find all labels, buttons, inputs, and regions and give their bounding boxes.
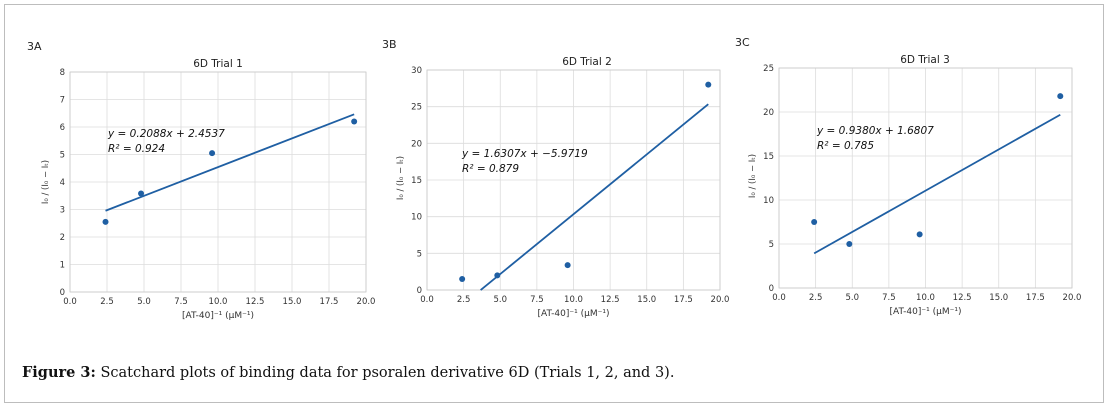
y-tick-label: 1 [60,261,65,271]
x-axis-label: [AT-40]⁻¹ (μM⁻¹) [890,307,962,317]
y-tick-label: 2 [60,233,65,243]
x-tick-label: 20.0 [357,297,376,307]
x-tick-label: 15.0 [989,293,1008,303]
figure-caption: Figure 3: Scatchard plots of binding dat… [22,364,674,381]
y-tick-label: 30 [411,66,422,76]
y-tick-label: 0 [769,284,774,294]
x-tick-label: 5.0 [493,295,507,305]
data-point [564,262,571,269]
panel-label: 3B [382,38,397,51]
data-point [811,219,818,225]
x-tick-label: 2.5 [100,297,114,307]
x-tick-label: 0.0 [772,293,786,303]
plot-area [69,71,367,293]
data-point [138,190,145,197]
y-tick-label: 25 [763,64,774,74]
caption-label: Figure 3: [22,364,96,381]
data-point [705,81,712,88]
y-tick-label: 5 [417,249,422,259]
x-tick-label: 17.5 [320,297,339,307]
data-point [209,150,216,157]
chart-trial-2: 3B 0.0 2.5 5.0 7.5 10.0 12.5 15.0 17.5 20.0 0 5 10 15… [382,38,730,319]
x-tick-label: 7.5 [882,293,896,303]
regression-equation: y = 0.9380x + 1.6807 [816,125,934,137]
chart-title: 6D Trial 1 [193,58,243,70]
y-tick-label: 8 [60,68,65,78]
x-tick-label: 10.0 [916,293,935,303]
x-tick-label: 10.0 [564,295,583,305]
chart-trial-3: 3C 0.0 2.5 5.0 7.5 10.0 12.5 15.0 17.5 20.0 0 5 10 15… [735,36,1082,317]
x-tick-label: 2.5 [457,295,471,305]
chart-trial-1: 3A 0.0 2.5 5.0 7.5 10.0 12.5 15.0 17.5 20.0 0 1 2 3 4 5… [27,40,376,321]
plot-area [426,69,721,291]
panel-label: 3C [735,36,750,49]
x-tick-label: 7.5 [530,295,544,305]
data-point [1057,93,1064,100]
y-axis-label: I₀ / (I₀ − Iₜ) [396,156,406,200]
x-tick-label: 15.0 [283,297,302,307]
x-tick-label: 20.0 [711,295,730,305]
panel-label: 3A [27,40,42,53]
x-tick-label: 17.5 [1026,293,1045,303]
y-tick-label: 6 [60,123,65,133]
x-tick-label: 12.5 [953,293,972,303]
y-tick-label: 15 [763,152,774,162]
y-tick-label: 10 [763,196,774,206]
x-tick-label: 10.0 [209,297,228,307]
regression-line [105,113,355,212]
r-squared: R² = 0.785 [817,140,874,152]
y-tick-label: 20 [411,139,422,149]
y-tick-label: 0 [417,286,422,296]
plot-area [778,67,1073,289]
chart-title: 6D Trial 2 [562,56,612,68]
data-point [102,218,109,225]
y-tick-label: 7 [60,96,65,106]
data-point [459,276,466,282]
y-axis-label: I₀ / (I₀ − Iₜ) [41,160,51,204]
x-tick-label: 5.0 [137,297,151,307]
regression-equation: y = 0.2088x + 2.4537 [107,128,225,140]
r-squared: R² = 0.879 [462,163,519,175]
data-point [494,272,501,279]
regression-equation: y = 1.6307x + −5.9719 [461,148,588,160]
y-tick-label: 3 [60,206,65,216]
y-tick-label: 15 [411,176,422,186]
data-point [846,241,853,247]
chart-title: 6D Trial 3 [900,54,950,66]
x-tick-label: 7.5 [174,297,188,307]
data-point [351,118,358,125]
data-point [916,231,923,238]
y-tick-label: 0 [60,288,65,298]
x-tick-label: 0.0 [63,297,77,307]
y-tick-label: 4 [60,178,65,188]
r-squared: R² = 0.924 [108,143,165,155]
regression-line [480,103,709,291]
y-tick-label: 25 [411,103,422,113]
x-axis-label: [AT-40]⁻¹ (μM⁻¹) [182,311,254,321]
x-axis-label: [AT-40]⁻¹ (μM⁻¹) [538,309,610,319]
caption-text: Scatchard plots of binding data for psor… [95,365,675,381]
x-tick-label: 17.5 [674,295,693,305]
y-tick-label: 10 [411,213,422,223]
x-tick-label: 12.5 [246,297,265,307]
x-tick-label: 2.5 [809,293,823,303]
x-tick-label: 5.0 [845,293,859,303]
y-axis-label: I₀ / (I₀ − Iₜ) [748,154,758,198]
y-tick-label: 5 [769,240,774,250]
x-tick-label: 12.5 [601,295,620,305]
x-tick-label: 20.0 [1063,293,1082,303]
regression-line [813,113,1061,255]
x-tick-label: 0.0 [420,295,434,305]
y-tick-label: 5 [60,151,65,161]
y-tick-label: 20 [763,108,774,118]
x-tick-label: 15.0 [637,295,656,305]
figure-frame [4,4,1104,403]
